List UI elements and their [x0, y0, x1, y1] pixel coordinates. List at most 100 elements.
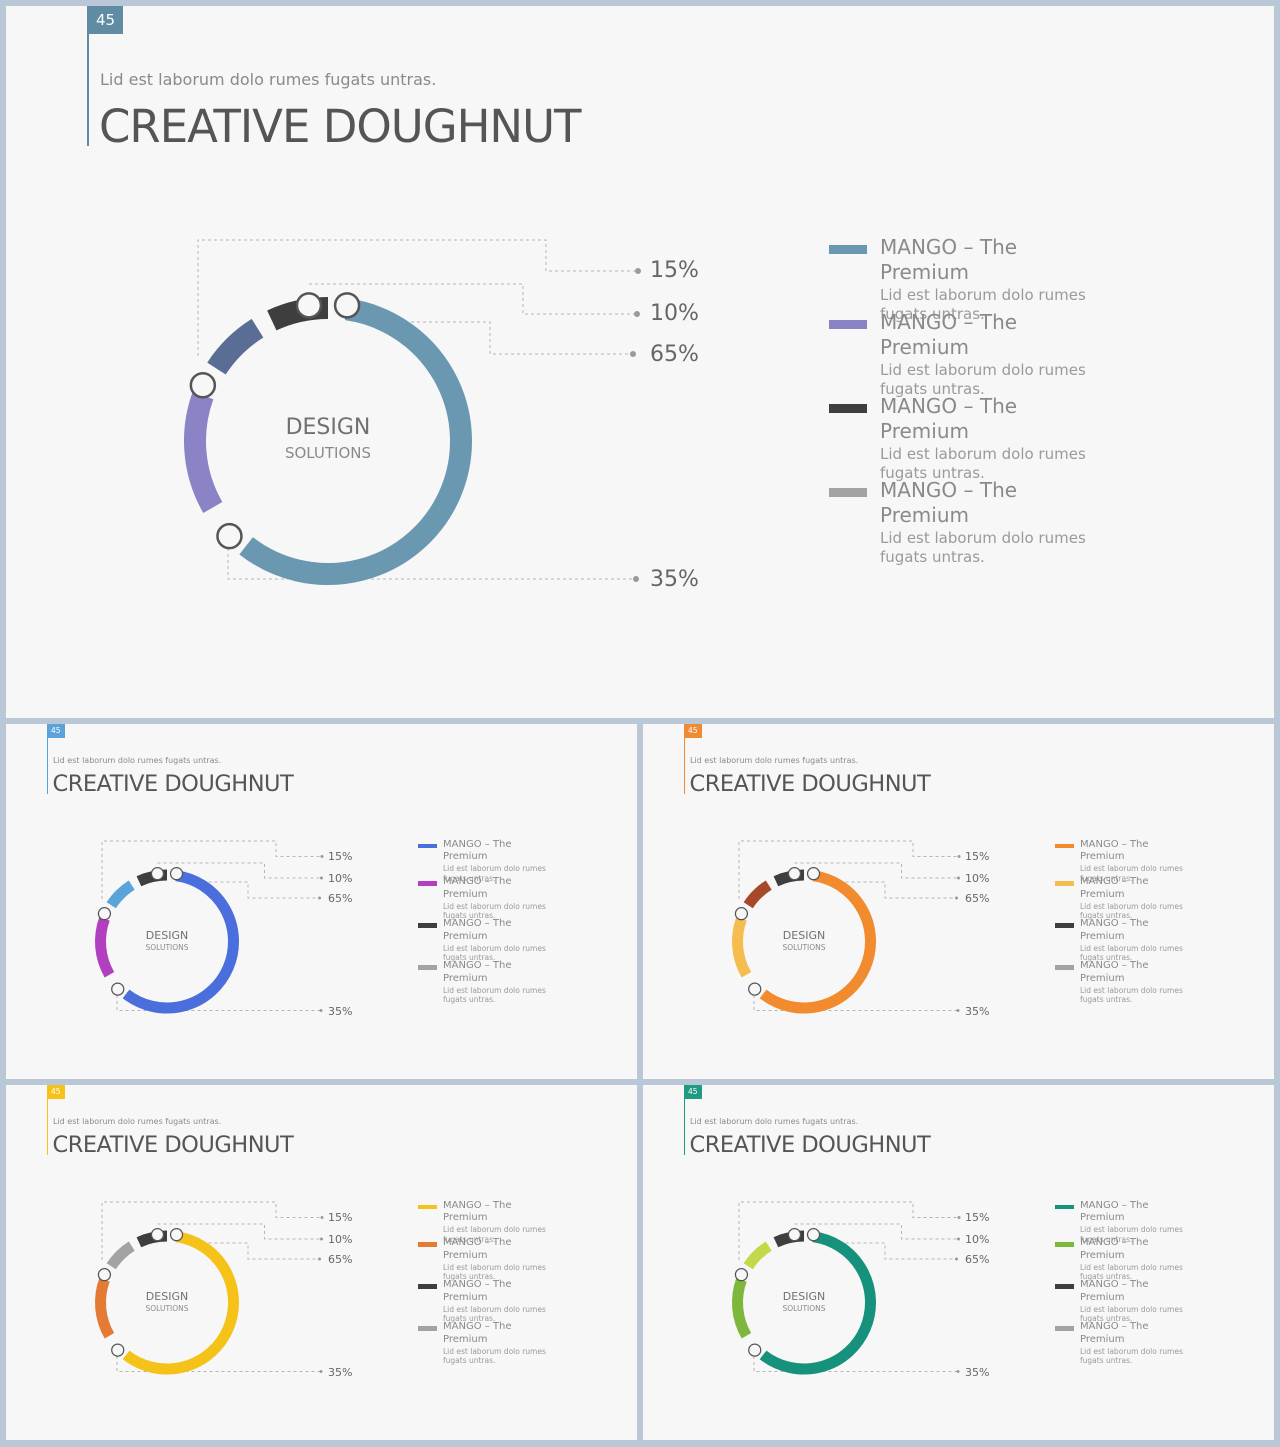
legend-name: MANGO – The Premium — [1080, 1199, 1149, 1224]
segment-15 — [207, 318, 264, 375]
segment-handle[interactable] — [97, 907, 112, 921]
center-sublabel: SOLUTIONS — [782, 1304, 826, 1313]
segment-handle[interactable] — [748, 982, 762, 996]
legend-swatch — [417, 1242, 437, 1247]
segment-handle[interactable] — [111, 982, 125, 996]
page-number-tag: 45 — [47, 1085, 65, 1099]
center-label: DESIGN — [782, 1289, 826, 1303]
percent-label: 65% — [328, 892, 353, 905]
connector-line-10 — [309, 284, 637, 314]
slide-5: 45 Lid est laborum dolo rumes fugats untr… — [643, 1085, 1274, 1440]
segment-handle[interactable] — [787, 1228, 802, 1242]
connector-dot — [957, 876, 960, 880]
legend-description: Lid est laborum dolo rumes fugats untras… — [443, 1262, 546, 1282]
legend-item: MANGO – The Premium Lid est laborum dolo … — [1054, 1237, 1205, 1285]
legend-swatch — [829, 404, 867, 413]
segment-handle[interactable] — [169, 867, 184, 881]
legend-item: MANGO – The Premium Lid est laborum dolo … — [1054, 1199, 1205, 1248]
percent-label: 35% — [328, 1004, 353, 1018]
segment-handle[interactable] — [111, 1343, 125, 1357]
segment-handle[interactable] — [150, 1228, 165, 1242]
legend-name: MANGO – The Premium — [1080, 918, 1149, 942]
segment-35 — [732, 1277, 752, 1339]
legend-swatch — [1054, 843, 1074, 848]
accent-line — [46, 724, 48, 794]
connector-line-35 — [754, 995, 958, 1011]
connector-dot — [630, 351, 636, 357]
percent-label: 65% — [965, 892, 990, 905]
legend-description: Lid est laborum dolo rumes fugats untras… — [880, 361, 1086, 398]
connector-line-15 — [102, 841, 322, 899]
connector-line-10 — [158, 1224, 322, 1239]
connector-dot — [633, 576, 639, 582]
segment-handle[interactable] — [333, 292, 361, 319]
slide-4: 45 Lid est laborum dolo rumes fugats untr… — [6, 1085, 637, 1440]
segment-handle[interactable] — [734, 1268, 749, 1282]
legend-swatch — [1054, 1326, 1074, 1331]
legend-description: Lid est laborum dolo rumes fugats untras… — [443, 943, 546, 963]
segment-handle[interactable] — [787, 867, 802, 881]
legend-item: MANGO – The Premium Lid est laborum dolo … — [417, 1237, 568, 1285]
legend-swatch — [829, 320, 867, 329]
legend-name: MANGO – The Premium — [443, 876, 512, 900]
connector-line-15 — [198, 240, 638, 356]
legend-swatch — [417, 1326, 437, 1331]
segment-handle[interactable] — [97, 1268, 112, 1282]
slide-subtitle: Lid est laborum dolo rumes fugats untras… — [53, 1117, 222, 1126]
connector-line-15 — [102, 1202, 322, 1260]
percent-label: 35% — [965, 1365, 990, 1379]
legend-swatch — [1054, 923, 1074, 928]
legend-name: MANGO – The Premium — [443, 1279, 512, 1303]
center-sublabel: SOLUTIONS — [145, 1304, 189, 1313]
segment-handle[interactable] — [734, 907, 749, 921]
percent-label: 35% — [328, 1365, 353, 1379]
slide-subtitle: Lid est laborum dolo rumes fugats untras… — [53, 756, 222, 765]
doughnut-chart — [732, 724, 961, 1014]
segment-65 — [759, 1231, 876, 1375]
legend-swatch — [1054, 1204, 1074, 1209]
center-sublabel: SOLUTIONS — [284, 444, 372, 462]
legend-name: MANGO – The Premium — [443, 960, 512, 984]
connector-dot — [318, 896, 321, 900]
center-label: DESIGN — [285, 415, 371, 440]
segment-35 — [95, 1277, 115, 1339]
legend-name: MANGO – The Premium — [1080, 960, 1149, 984]
slide-title: CREATIVE DOUGHNUT — [689, 771, 931, 797]
segment-handle[interactable] — [295, 292, 323, 319]
segment-15 — [743, 880, 772, 909]
legend-swatch — [829, 245, 867, 254]
connector-dot — [955, 896, 958, 900]
slide-1: 45 Lid est laborum dolo rumes fugats untr… — [6, 6, 1274, 718]
connector-dot — [320, 876, 323, 880]
percent-label: 65% — [650, 342, 699, 367]
legend-swatch — [829, 488, 867, 497]
slide-title: CREATIVE DOUGHNUT — [52, 771, 294, 797]
legend-description: Lid est laborum dolo rumes fugats untras… — [443, 864, 546, 883]
legend-name: MANGO – The Premium — [1080, 838, 1149, 863]
segment-handle[interactable] — [748, 1343, 762, 1357]
segment-15 — [106, 880, 135, 909]
segment-handle[interactable] — [806, 867, 821, 881]
segment-handle[interactable] — [806, 1228, 821, 1242]
percent-label: 10% — [650, 301, 699, 326]
legend-name: MANGO – The Premium — [443, 838, 512, 863]
legend-item: MANGO – The Premium Lid est laborum dolo … — [1054, 876, 1205, 924]
segment-65 — [239, 298, 472, 585]
legend-description: Lid est laborum dolo rumes fugats untras… — [880, 529, 1086, 566]
percent-label: 10% — [965, 871, 990, 885]
segment-handle[interactable] — [216, 522, 243, 550]
legend-item: MANGO – The Premium Lid est laborum dolo … — [417, 876, 568, 924]
percent-label: 65% — [328, 1253, 353, 1266]
connector-dot — [957, 1216, 961, 1219]
slide-title: CREATIVE DOUGHNUT — [99, 100, 581, 153]
legend-name: MANGO – The Premium — [1080, 1279, 1149, 1303]
doughnut-chart — [95, 1085, 324, 1375]
segment-handle[interactable] — [169, 1228, 184, 1242]
segment-handle[interactable] — [150, 867, 165, 881]
slide-2: 45 Lid est laborum dolo rumes fugats untr… — [6, 724, 637, 1079]
legend-item: MANGO – The Premium Lid est laborum dolo … — [417, 918, 568, 966]
segment-handle[interactable] — [189, 372, 217, 399]
legend-name: MANGO – The Premium — [443, 918, 512, 942]
legend-name: MANGO – The Premium — [1080, 1237, 1149, 1261]
legend-item: MANGO – The Premium Lid est laborum dolo … — [417, 1279, 568, 1327]
